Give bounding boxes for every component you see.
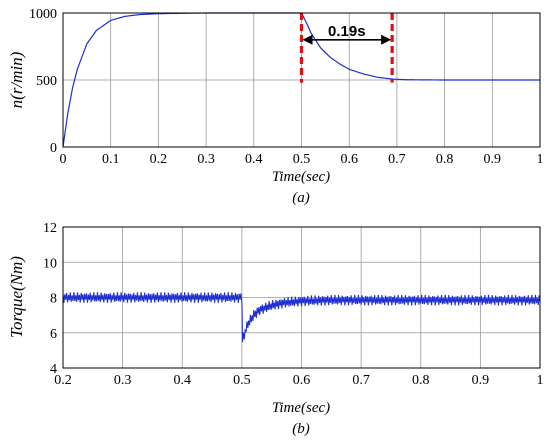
x-tick-label: 1 [537,152,544,167]
chart-a-annotation: 0.19s [302,23,392,45]
x-tick-label: 0.4 [174,373,192,388]
x-tick-label: 0.1 [102,152,120,167]
chart-a-x-ticks: 0 0.1 0.2 0.3 0.4 0.5 0.6 0.7 0.8 0.9 1 [60,152,544,167]
y-tick-label: 6 [50,327,57,342]
chart-b-x-axis-label: Time(sec) [272,400,330,416]
x-tick-label: 0.8 [436,152,454,167]
y-tick-label: 8 [50,292,57,307]
x-tick-label: 0.9 [484,152,502,167]
x-tick-label: 0.2 [54,373,72,388]
chart-a-y-ticks: 0 500 1000 [29,7,57,156]
y-tick-label: 500 [36,74,57,89]
x-tick-label: 0.7 [388,152,406,167]
y-tick-label: 1000 [29,7,57,22]
chart-a-y-axis-label: n(r/min) [7,51,26,108]
chart-a-x-axis-label: Time(sec) [272,169,330,185]
x-tick-label: 0.4 [245,152,263,167]
y-tick-label: 12 [43,221,57,236]
chart-b: 0.2 0.3 0.4 0.5 0.6 0.7 0.8 0.9 1 4 6 8 10 12 Time(s… [7,221,544,437]
x-tick-label: 0.7 [352,373,370,388]
chart-a: 0.19s 0 0.1 0.2 0.3 0.4 0.5 0.6 0.7 0.8 0.9 1 0 500… [7,7,544,206]
x-tick-label: 0.9 [472,373,490,388]
chart-a-frame [62,12,541,148]
x-tick-label: 0.5 [233,373,251,388]
chart-b-y-axis-label: Torque(Nm) [7,256,26,338]
chart-b-frame [62,226,541,369]
chart-b-series [62,292,541,343]
y-tick-label: 0 [50,141,57,156]
series-line [62,292,541,343]
x-tick-label: 0.3 [197,152,215,167]
x-tick-label: 0.3 [114,373,132,388]
x-tick-label: 0 [60,152,67,167]
x-tick-label: 0.5 [293,152,311,167]
x-tick-label: 0.6 [340,152,358,167]
x-tick-label: 0.2 [150,152,168,167]
y-tick-label: 10 [43,256,57,271]
y-tick-label: 4 [50,362,57,377]
x-tick-label: 0.8 [412,373,430,388]
chart-a-caption: (a) [292,190,310,206]
annotation-label: 0.19s [328,23,366,40]
chart-b-x-ticks: 0.2 0.3 0.4 0.5 0.6 0.7 0.8 0.9 1 [54,373,543,388]
annotation-arrowhead-right [381,34,392,45]
chart-a-markers [299,13,394,83]
x-tick-label: 1 [537,373,544,388]
x-tick-label: 0.6 [293,373,311,388]
chart-b-caption: (b) [292,421,310,437]
annotation-arrowhead-left [302,34,313,45]
chart-b-y-ticks: 4 6 8 10 12 [43,221,57,377]
